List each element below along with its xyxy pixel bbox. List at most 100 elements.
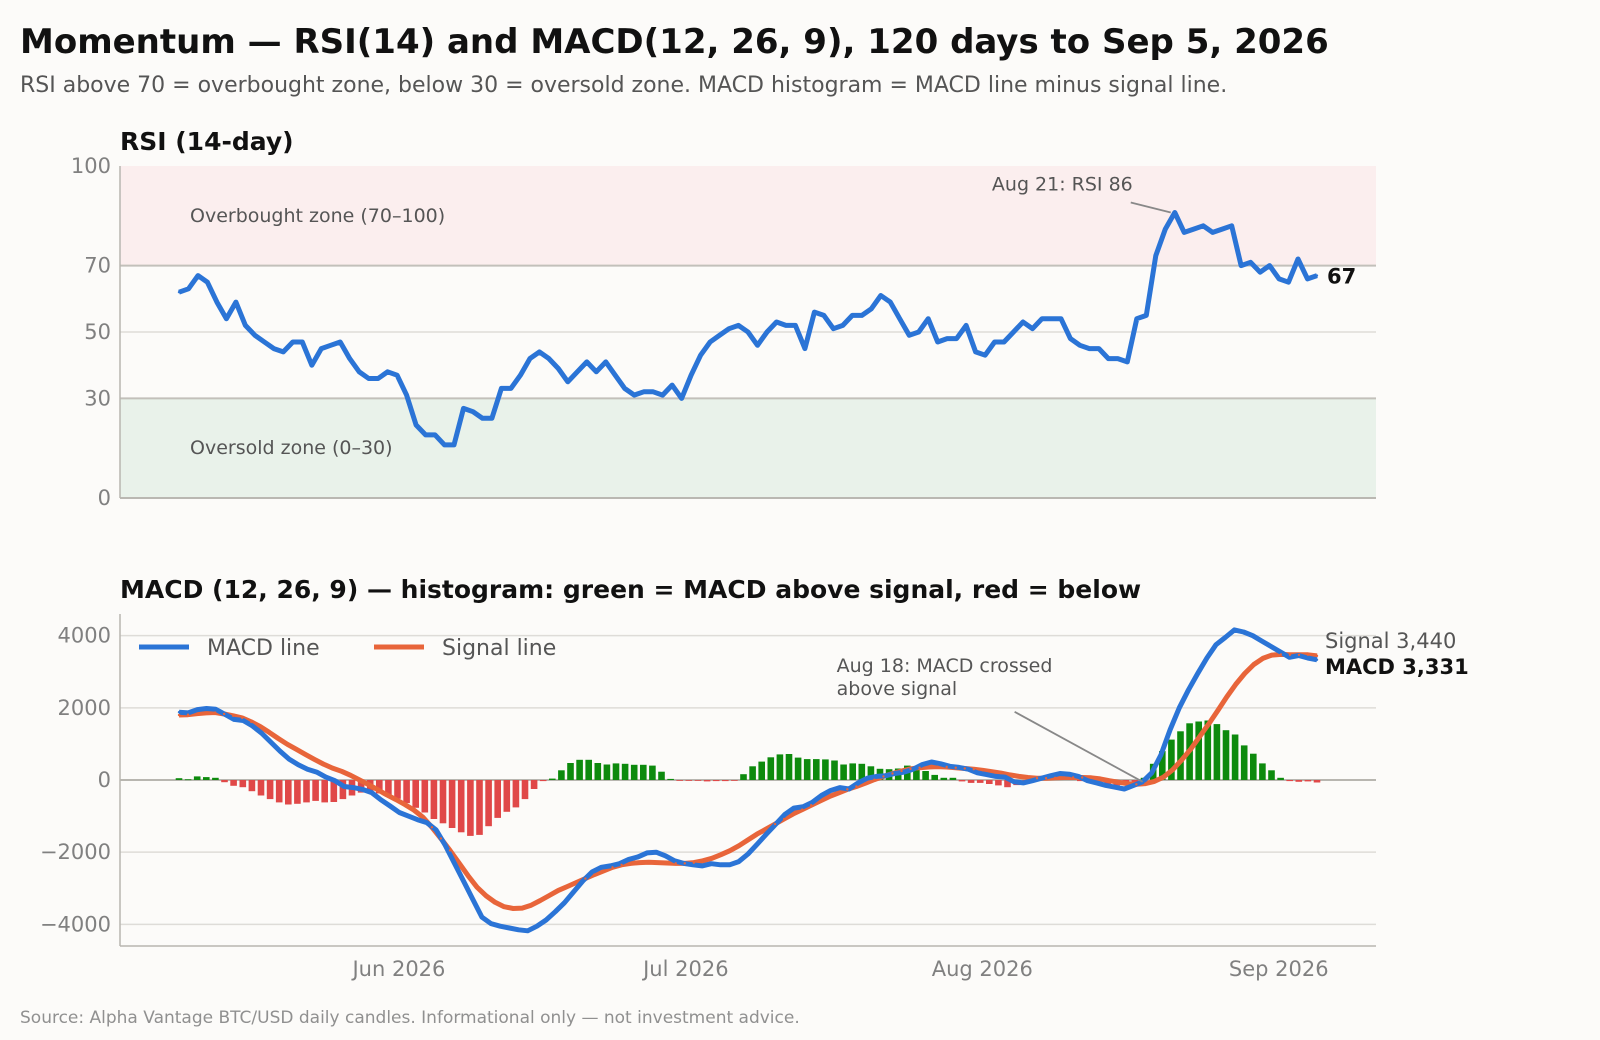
signal-point [1017,775,1021,778]
macd-point [1040,776,1043,780]
signal-point [873,778,876,781]
signal-point [1153,780,1156,783]
macd-point [177,710,181,714]
rsi-point [974,350,977,354]
macd-histogram-bar [303,780,310,803]
rsi-point [576,370,579,374]
source-note: Source: Alpha Vantage BTC/USD daily cand… [20,1008,800,1028]
rsi-y-tick-label: 50 [84,320,111,344]
signal-point [963,767,966,770]
signal-point [367,783,370,786]
macd-histogram-bar [630,764,638,780]
macd-point [1288,656,1291,659]
signal-point [692,861,696,864]
rsi-point [452,443,456,447]
macd-point [1233,628,1236,632]
macd-histogram-bar [1077,780,1084,782]
macd-point [645,851,649,855]
signal-point [656,861,659,864]
macd-histogram-bar [467,780,474,836]
macd-point [700,864,704,868]
macd-histogram-bar [995,780,1002,786]
signal-point [683,862,686,865]
signal-point [1261,657,1265,660]
macd-y-tick-label: −2000 [40,840,111,864]
rsi-point [983,354,987,357]
rsi-point [395,373,399,377]
macd-point [664,854,667,857]
rsi-point [860,314,863,317]
macd-histogram-bar [640,764,647,780]
signal-point [322,762,325,766]
macd-point [1205,656,1209,660]
macd-point [1123,787,1126,791]
macd-histogram-bar [976,780,984,783]
macd-histogram-bar [731,780,738,781]
macd-histogram-bar [703,780,711,782]
macd-point [737,860,741,863]
macd-point [1279,650,1282,654]
signal-point [204,711,208,715]
rsi-point [689,373,693,377]
signal-point [521,906,524,910]
signal-point [385,793,388,796]
rsi-point [908,334,911,337]
macd-x-axis: Jun 2026 Jul 2026 Aug 2026 Sep 2026 [350,957,1328,981]
rsi-point [746,330,750,334]
macd-point [1031,779,1034,782]
signal-point [313,758,316,761]
macd-histogram-bar [576,759,583,780]
macd-point [792,806,796,810]
macd-annotation-line-1: Aug 18: MACD crossed [837,655,1053,677]
signal-point [286,743,289,746]
macd-histogram-bar [1131,780,1139,783]
rsi-point [1059,317,1063,320]
rsi-point [1126,360,1129,364]
rsi-points [177,211,1319,447]
rsi-point [822,314,826,317]
macd-point [939,762,942,765]
macd-legend: MACD line Signal line [139,636,556,661]
macd-histogram-bar [612,763,620,780]
macd-point [287,757,291,761]
rsi-point [433,433,437,437]
macd-histogram-bar [1159,751,1166,780]
signal-point [584,877,587,880]
macd-histogram-bar [803,759,811,780]
rsi-point [765,330,769,334]
macd-point [1224,636,1227,639]
macd-point [636,855,640,859]
macd-point [1306,656,1310,660]
macd-histogram-bar [1222,730,1230,780]
macd-point [1077,775,1080,778]
signal-point [1117,780,1120,784]
macd-histogram-bar [1213,724,1221,780]
rsi-point [1154,254,1157,257]
macd-histogram-bar [394,780,401,799]
rsi-point [889,300,892,304]
rsi-point [301,340,304,344]
rsi-point [651,390,655,393]
macd-crossover-annotation: Aug 18: MACD crossed above signal [837,655,1053,700]
macd-point [260,731,263,735]
signal-point [882,775,885,778]
macd-point [930,760,933,764]
rsi-point [737,324,740,327]
rsi-point [234,300,238,304]
macd-point [306,767,309,771]
macd-histogram-bar [1177,731,1184,780]
macd-point [765,832,768,836]
rsi-point [1315,274,1319,277]
macd-point [1095,781,1098,785]
signal-point [1071,776,1075,779]
rsi-point [642,390,645,393]
rsi-point [339,340,342,344]
macd-histogram-bar [1004,780,1011,788]
signal-point [1270,653,1274,657]
macd-histogram-bar [530,780,538,789]
macd-annotation-line-2: above signal [837,678,958,700]
macd-histogram-bar [503,780,511,812]
rsi-point [1145,314,1148,317]
signal-point [1216,709,1219,712]
rsi-point [519,373,522,377]
